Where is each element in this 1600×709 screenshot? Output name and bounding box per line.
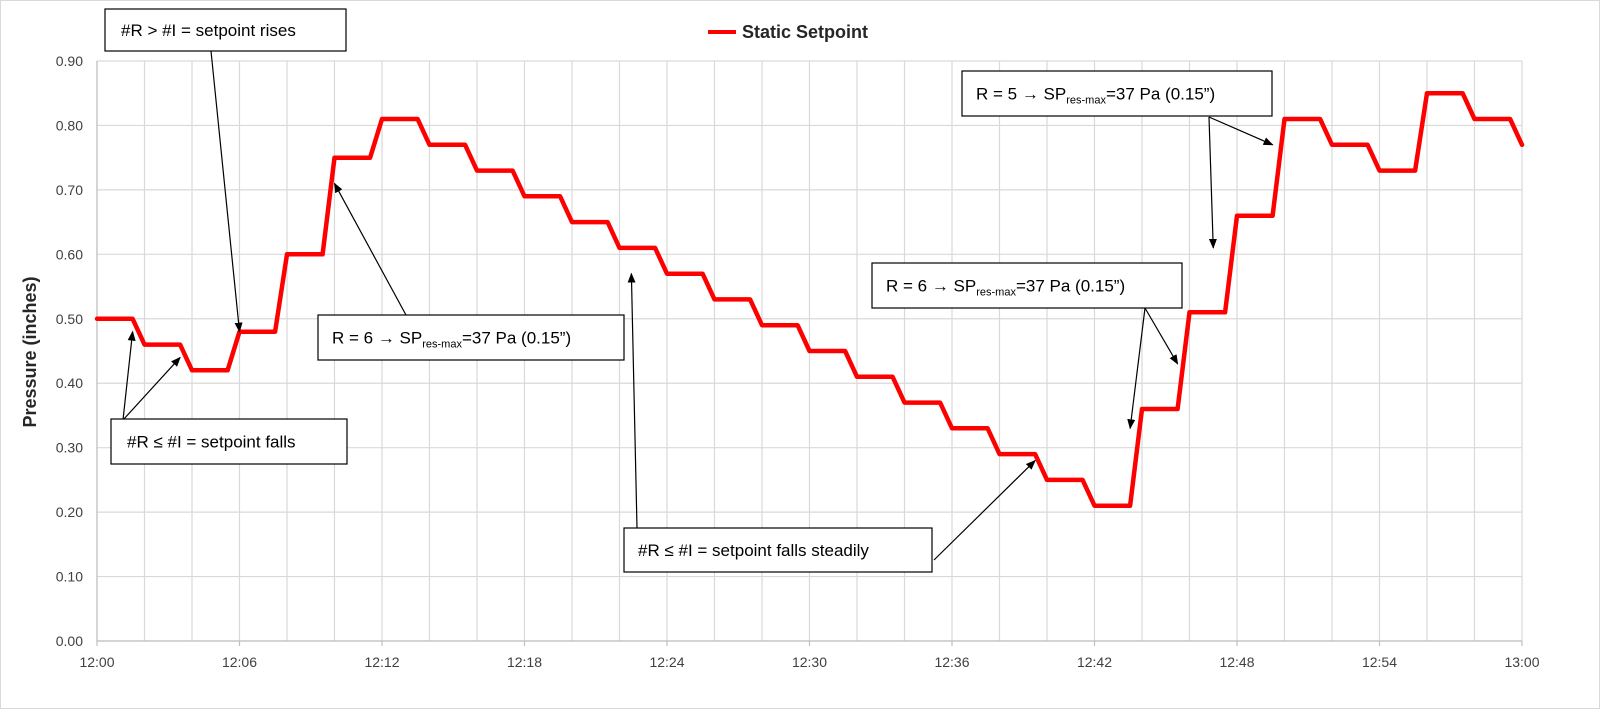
y-axis-label: Pressure (inches) (20, 276, 40, 427)
annotation-arrow-falls-steadily (933, 459, 1036, 561)
annotation-text-part: =37 Pa (0.15”) (1106, 85, 1215, 104)
annotation-text-falls: #R ≤ #I = setpoint falls (127, 433, 296, 452)
x-tick-label: 12:18 (507, 654, 542, 670)
x-tick-label: 12:36 (934, 654, 969, 670)
x-tick-label: 13:00 (1504, 654, 1539, 670)
annotation-falls-steadily: #R ≤ #I = setpoint falls steadily (623, 527, 933, 573)
annotations: #R > #I = setpoint rises #R ≤ #I = setpoi… (104, 8, 1273, 573)
annotation-text-part: #R ≤ #I = setpoint falls (127, 433, 296, 452)
annotation-arrow-rises (210, 50, 243, 333)
annotation-arrows (122, 50, 1274, 561)
annotation-text-part: R = 5 → SP (976, 85, 1066, 104)
x-tick-label: 12:48 (1219, 654, 1254, 670)
annotation-subscript: res-max (1066, 95, 1106, 107)
x-tick-label: 12:42 (1077, 654, 1112, 670)
annotation-arrow-falls (122, 330, 136, 421)
legend-label-static-setpoint: Static Setpoint (742, 22, 868, 42)
annotation-text-part: R = 6 → SP (886, 277, 976, 296)
y-tick-label: 0.20 (56, 504, 83, 520)
x-tick-label: 12:12 (364, 654, 399, 670)
annotation-text-falls-steadily: #R ≤ #I = setpoint falls steadily (638, 541, 869, 560)
annotation-text-part: =37 Pa (0.15”) (462, 329, 571, 348)
series-layer (94, 90, 1525, 508)
y-tick-label: 0.70 (56, 182, 83, 198)
annotation-text-part: =37 Pa (0.15”) (1016, 277, 1125, 296)
y-tick-label: 0.30 (56, 440, 83, 456)
annotation-box-rises (104, 8, 347, 52)
y-tick-label: 0.90 (56, 53, 83, 69)
annotation-text-part: #R ≤ #I = setpoint falls steadily (638, 541, 869, 560)
annotation-box-r6-left (317, 314, 625, 361)
annotation-subscript: res-max (976, 287, 1016, 299)
annotation-subscript: res-max (422, 339, 462, 351)
annotation-r6-left: R = 6 → SPres-max=37 Pa (0.15”) (317, 314, 625, 361)
annotation-box-falls-steadily (623, 527, 933, 573)
x-tick-label: 12:06 (222, 654, 257, 670)
annotation-arrow-r6-left (333, 182, 407, 316)
annotation-arrow-r5 (1208, 116, 1274, 146)
series-line-static-setpoint (94, 90, 1525, 508)
y-tick-label: 0.80 (56, 117, 83, 133)
y-tick-label: 0.50 (56, 311, 83, 327)
annotation-arrow-falls-steadily (627, 272, 638, 529)
annotation-text-part: R = 6 → SP (332, 329, 422, 348)
annotation-arrow-r5 (1208, 116, 1217, 249)
annotation-arrow-r6-right (1127, 307, 1146, 430)
annotation-text-r6-right: R = 6 → SPres-max=37 Pa (0.15”) (886, 277, 1125, 299)
annotation-arrow-r6-right (1144, 307, 1179, 365)
y-tick-label: 0.10 (56, 569, 83, 585)
x-tick-label: 12:24 (649, 654, 684, 670)
y-tick-label: 0.40 (56, 375, 83, 391)
annotation-rises: #R > #I = setpoint rises (104, 8, 347, 52)
y-tick-label: 0.00 (56, 633, 83, 649)
x-tick-label: 12:00 (79, 654, 114, 670)
annotation-box-r5 (961, 70, 1273, 117)
x-tick-label: 12:30 (792, 654, 827, 670)
annotation-box-r6-right (871, 262, 1183, 309)
annotation-text-r5: R = 5 → SPres-max=37 Pa (0.15”) (976, 85, 1215, 107)
annotation-falls: #R ≤ #I = setpoint falls (110, 418, 348, 465)
annotation-text-part: #R > #I = setpoint rises (121, 21, 296, 40)
annotation-text-rises: #R > #I = setpoint rises (121, 21, 296, 40)
annotation-r5: R = 5 → SPres-max=37 Pa (0.15”) (961, 70, 1273, 117)
annotation-r6-right: R = 6 → SPres-max=37 Pa (0.15”) (871, 262, 1183, 309)
legend: Static Setpoint (708, 22, 868, 42)
x-tick-label: 12:54 (1362, 654, 1397, 670)
y-tick-label: 0.60 (56, 246, 83, 262)
annotation-arrow-falls (122, 356, 181, 421)
annotation-box-falls (110, 418, 348, 465)
annotation-text-r6-left: R = 6 → SPres-max=37 Pa (0.15”) (332, 329, 571, 351)
axes: 0.00 0.10 0.20 0.30 0.40 0.50 0.60 0.70 0.80 0.90… (56, 53, 1540, 670)
